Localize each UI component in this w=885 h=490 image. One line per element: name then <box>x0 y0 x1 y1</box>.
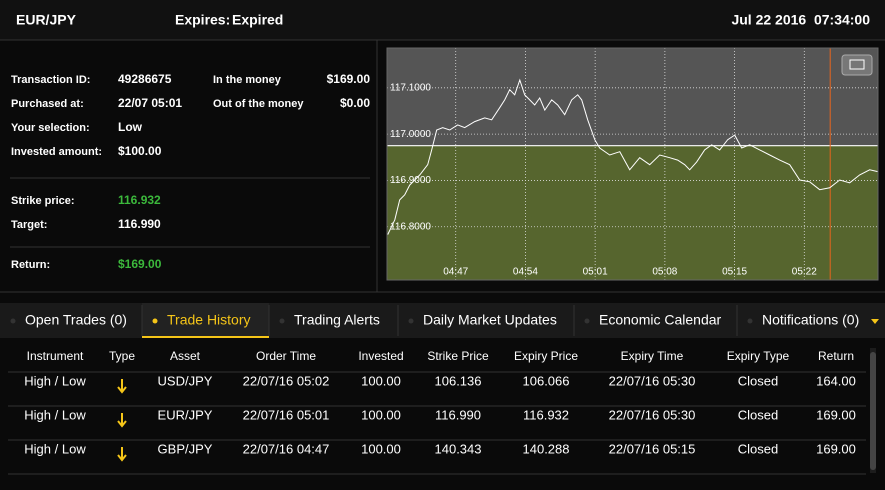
detail-label: Invested amount: <box>11 146 102 158</box>
detail-label: Transaction ID: <box>11 74 90 86</box>
cell: 100.00 <box>361 407 401 422</box>
expires-value: Expired <box>232 12 283 28</box>
cell: Closed <box>738 441 778 456</box>
detail-value: Low <box>118 120 143 134</box>
chart-button-icon <box>849 59 865 70</box>
column-header: Invested <box>358 349 403 363</box>
column-header: Expiry Time <box>621 349 684 363</box>
detail-value: $169.00 <box>327 72 371 86</box>
x-tick-label: 04:47 <box>443 267 468 278</box>
cell: High / Low <box>24 441 86 456</box>
y-tick-label: 116.8000 <box>390 221 431 232</box>
tab[interactable]: Economic Calendar <box>599 312 722 328</box>
tab-dot <box>10 318 16 324</box>
cell: Closed <box>738 407 778 422</box>
tab[interactable]: Notifications (0) <box>762 312 859 328</box>
chart-lower <box>387 145 878 280</box>
column-header: Return <box>818 349 854 363</box>
tab-dot <box>584 318 590 324</box>
x-tick-label: 05:15 <box>722 267 747 278</box>
header-bar <box>0 0 885 40</box>
detail-label: Your selection: <box>11 122 90 134</box>
price-line <box>387 78 878 235</box>
detail-label: Purchased at: <box>11 98 84 110</box>
cell: 106.066 <box>523 373 570 388</box>
cell: 22/07/16 05:01 <box>243 407 330 422</box>
cell: 100.00 <box>361 441 401 456</box>
column-header: Strike Price <box>427 349 489 363</box>
x-tick-label: 04:54 <box>513 267 538 278</box>
type-arrow <box>117 379 127 394</box>
chart-button[interactable] <box>841 54 873 76</box>
detail-label: Target: <box>11 219 47 231</box>
cell: 22/07/16 05:30 <box>609 407 696 422</box>
cell: High / Low <box>24 407 86 422</box>
chart-upper <box>387 48 878 146</box>
y-tick-label: 117.1000 <box>390 82 431 93</box>
detail-value: $169.00 <box>118 257 162 271</box>
column-header: Asset <box>170 349 201 363</box>
tab-dot <box>408 318 414 324</box>
tab-dot <box>747 318 753 324</box>
cell: USD/JPY <box>158 373 213 388</box>
tab[interactable]: Trade History <box>167 312 251 328</box>
scrollbar-thumb[interactable] <box>870 352 876 470</box>
expires-label: Expires: <box>175 12 230 28</box>
cell: 22/07/16 04:47 <box>243 441 330 456</box>
detail-label: Strike price: <box>11 195 75 207</box>
column-header: Order Time <box>256 349 316 363</box>
detail-label: In the money <box>213 74 282 86</box>
detail-value: $0.00 <box>340 96 370 110</box>
detail-label: Return: <box>11 259 50 271</box>
cell: Closed <box>738 373 778 388</box>
detail-value: 116.932 <box>118 193 161 207</box>
tab-dot <box>152 318 158 324</box>
x-tick-label: 05:22 <box>792 267 817 278</box>
tab-dot <box>279 318 285 324</box>
detail-value: $100.00 <box>118 144 162 158</box>
cell: EUR/JPY <box>158 407 213 422</box>
y-tick-label: 117.0000 <box>390 129 431 140</box>
cell: 100.00 <box>361 373 401 388</box>
cell: 106.136 <box>435 373 482 388</box>
cell: 169.00 <box>816 407 856 422</box>
cell: 140.288 <box>523 441 570 456</box>
datetime: Jul 22 2016 07:34:00 <box>731 12 870 28</box>
tab-active-bg <box>142 303 269 338</box>
tab[interactable]: Trading Alerts <box>294 312 380 328</box>
column-header: Expiry Price <box>514 349 578 363</box>
cell: 116.990 <box>435 407 481 422</box>
x-tick-label: 05:01 <box>583 267 608 278</box>
cell: 164.00 <box>816 373 856 388</box>
cell: 22/07/16 05:15 <box>609 441 696 456</box>
column-header: Expiry Type <box>727 349 790 363</box>
chart-frame <box>386 47 879 281</box>
cell: GBP/JPY <box>158 441 213 456</box>
cell: 22/07/16 05:30 <box>609 373 696 388</box>
type-arrow <box>117 447 127 462</box>
detail-value: 49286675 <box>118 72 172 86</box>
type-arrow <box>117 413 127 428</box>
cell: 169.00 <box>816 441 856 456</box>
cell: High / Low <box>24 373 86 388</box>
column-header: Type <box>109 349 135 363</box>
detail-value: 116.990 <box>118 217 161 231</box>
dropdown-arrow[interactable] <box>871 319 879 324</box>
pair: EUR/JPY <box>16 12 77 28</box>
y-tick-label: 116.9000 <box>390 175 431 186</box>
cell: 116.932 <box>523 407 569 422</box>
detail-value: 22/07 05:01 <box>118 96 182 110</box>
tab[interactable]: Daily Market Updates <box>423 312 557 328</box>
cell: 22/07/16 05:02 <box>243 373 330 388</box>
detail-label: Out of the money <box>213 98 304 110</box>
x-tick-label: 05:08 <box>652 267 677 278</box>
column-header: Instrument <box>27 349 84 363</box>
tab[interactable]: Open Trades (0) <box>25 312 127 328</box>
cell: 140.343 <box>435 441 482 456</box>
